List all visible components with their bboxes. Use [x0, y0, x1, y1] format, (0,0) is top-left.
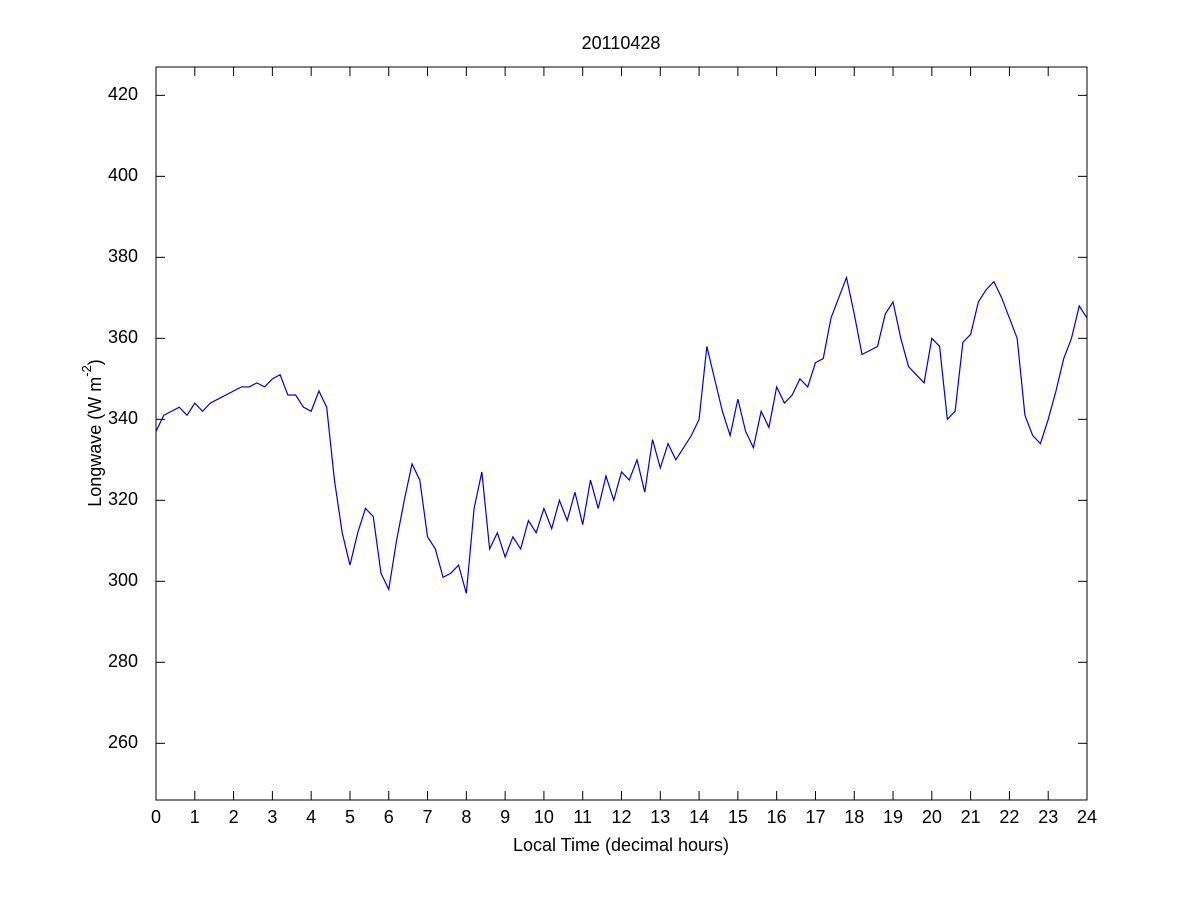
data-line — [155, 275, 1088, 594]
y-tick-label: 280 — [108, 651, 138, 671]
x-tick-label: 14 — [689, 807, 709, 827]
y-tick-label: 380 — [108, 246, 138, 266]
y-tick-label: 260 — [108, 732, 138, 752]
y-tick-label: 420 — [108, 84, 138, 104]
y-axis-label-text: Longwave (W m — [85, 377, 105, 507]
y-tick-label: 400 — [108, 165, 138, 185]
x-tick-label: 12 — [611, 807, 631, 827]
x-tick-label: 4 — [306, 807, 316, 827]
x-tick-label: 19 — [883, 807, 903, 827]
y-axis-label-sup: -2 — [79, 365, 94, 377]
x-tick-label: 3 — [267, 807, 277, 827]
y-tick-label: 360 — [108, 327, 138, 347]
y-axis-label-suffix: ) — [85, 359, 105, 365]
x-tick-label: 2 — [229, 807, 239, 827]
x-tick-label: 16 — [767, 807, 787, 827]
y-tick-label: 320 — [108, 489, 138, 509]
x-tick-label: 21 — [961, 807, 981, 827]
x-tick-label: 13 — [650, 807, 670, 827]
y-axis-label: Longwave (W m-2) — [79, 359, 104, 507]
x-tick-label: 17 — [805, 807, 825, 827]
x-tick-label: 10 — [534, 807, 554, 827]
x-tick-label: 11 — [573, 807, 592, 827]
x-tick-label: 18 — [844, 807, 864, 827]
x-tick-label: 15 — [728, 807, 748, 827]
x-tick-label: 22 — [999, 807, 1019, 827]
x-tick-label: 6 — [384, 807, 394, 827]
chart-title: 20110428 — [582, 33, 661, 53]
x-axis-label: Local Time (decimal hours) — [513, 835, 729, 855]
y-tick-label: 300 — [108, 570, 138, 590]
y-tick-label: 340 — [108, 408, 138, 428]
x-tick-label: 0 — [151, 807, 161, 827]
plot-frame — [155, 66, 1088, 801]
x-tick-label: 1 — [190, 807, 200, 827]
x-tick-label: 24 — [1077, 807, 1097, 827]
x-tick-label: 7 — [423, 807, 433, 827]
x-tick-label: 23 — [1038, 807, 1058, 827]
x-tick-label: 8 — [461, 807, 471, 827]
x-tick-label: 20 — [922, 807, 942, 827]
x-tick-label: 5 — [345, 807, 355, 827]
x-tick-label: 9 — [500, 807, 510, 827]
